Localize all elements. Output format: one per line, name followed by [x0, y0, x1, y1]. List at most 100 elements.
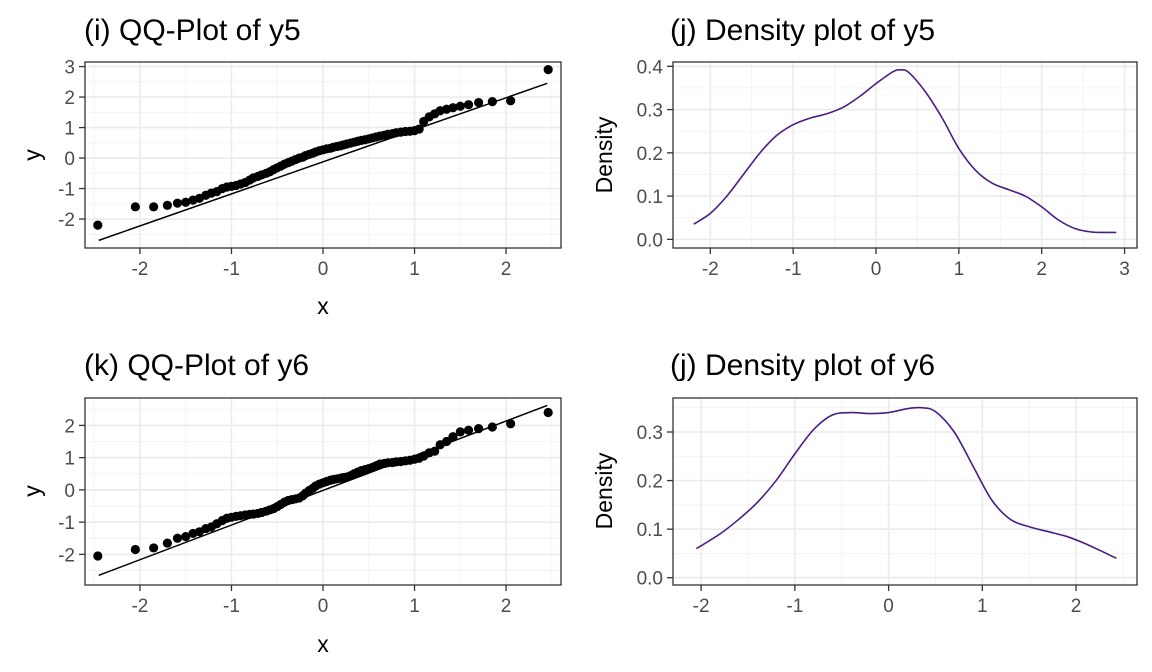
- y-axis-title: Density: [591, 116, 617, 193]
- qq-point: [448, 103, 458, 113]
- qq-point: [149, 543, 159, 553]
- y-tick-label: 0.3: [637, 423, 663, 444]
- y-tick-label: 0.2: [637, 472, 663, 493]
- qq-point: [463, 100, 474, 110]
- y-tick-label: -1: [58, 180, 75, 201]
- density-line: [696, 406, 1117, 560]
- panel-title: (k) QQ-Plot of y6: [84, 349, 309, 382]
- y-tick-label: 0.4: [637, 57, 664, 78]
- y-axis-ticks: 0.0 0.1 0.2 0.3: [637, 423, 673, 590]
- y-tick-label: 0.1: [637, 520, 663, 541]
- qq-point: [93, 220, 103, 230]
- panel-title: (i) QQ-Plot of y5: [84, 14, 301, 47]
- panel-density-y5: (j) Density plot of y5 -2 -1 0 1 2 3 0.00.10.…: [591, 14, 1138, 280]
- x-tick-label: 2: [501, 259, 512, 280]
- qq-point: [506, 419, 516, 429]
- x-tick-label: -2: [131, 596, 148, 617]
- qq-point: [506, 96, 516, 106]
- qq-point: [474, 97, 484, 108]
- x-tick-label: 0: [883, 596, 894, 617]
- y-tick-label: -2: [58, 210, 75, 231]
- x-tick-label: -1: [785, 259, 802, 280]
- y-tick-label: 0.2: [637, 144, 663, 165]
- y-tick-label: 3: [64, 58, 75, 79]
- qq-point: [455, 101, 465, 111]
- x-axis-title: x: [317, 631, 329, 657]
- qq-point: [162, 200, 172, 210]
- qq-point: [487, 97, 497, 107]
- x-tick-label: -1: [223, 259, 240, 280]
- qq-point: [543, 65, 553, 75]
- qq-point: [441, 436, 452, 447]
- qq-point: [130, 202, 140, 212]
- qq-point: [487, 422, 497, 432]
- y-axis-ticks: 0.0 0.1 0.2 0.3 0.4: [637, 57, 673, 251]
- qq-point: [448, 432, 458, 442]
- x-tick-label: 1: [977, 596, 988, 617]
- qq-point: [162, 538, 172, 548]
- x-tick-label: 3: [1119, 259, 1130, 280]
- qq-point: [463, 425, 474, 435]
- panel-title: (j) Density plot of y6: [670, 349, 935, 382]
- y-tick-label: 0.0: [637, 230, 663, 251]
- y-axis-ticks: -2 -1 0 1 2 3: [58, 58, 85, 231]
- x-tick-label: -2: [702, 259, 719, 280]
- qq-point: [455, 427, 465, 437]
- x-tick-label: 2: [1071, 596, 1082, 617]
- x-axis-ticks: -2 -1 0 1 2 3: [702, 248, 1130, 280]
- x-tick-label: 1: [954, 259, 965, 280]
- y-tick-label: 1: [64, 449, 75, 470]
- qq-points: [93, 65, 553, 230]
- y-tick-label: 0.3: [637, 101, 663, 122]
- y-axis-title: y: [19, 485, 45, 497]
- panel-qq-y5: (i) QQ-Plot of y5 -2 -1 0 1 2 -2 -1 0 1 2 3 x y: [19, 14, 562, 319]
- qq-point: [414, 124, 424, 134]
- x-axis-ticks: -2 -1 0 1 2: [131, 248, 511, 280]
- y-tick-label: 1: [64, 119, 75, 140]
- reference-line: [98, 404, 548, 577]
- x-tick-label: -2: [693, 596, 710, 617]
- x-tick-label: -2: [131, 259, 148, 280]
- x-tick-label: 0: [871, 259, 882, 280]
- density-curve: [696, 406, 1117, 560]
- qq-point: [130, 544, 140, 555]
- y-axis-ticks: -2 -1 0 1 2: [58, 416, 85, 566]
- reference-line: [98, 82, 548, 242]
- y-tick-label: 2: [64, 88, 75, 109]
- qq-point: [149, 202, 159, 212]
- grid: [85, 62, 561, 248]
- y-tick-label: 0.1: [637, 187, 663, 208]
- y-tick-label: 0: [64, 481, 75, 502]
- qq-point: [181, 197, 191, 207]
- qq-point: [93, 551, 103, 561]
- qq-point: [172, 198, 183, 208]
- y-tick-label: -2: [58, 545, 75, 566]
- panel-title: (j) Density plot of y5: [670, 14, 935, 47]
- qq-reference-line: [98, 82, 548, 242]
- qq-point: [543, 407, 553, 418]
- plot-frame: [672, 61, 1138, 249]
- x-tick-label: 1: [409, 596, 420, 617]
- x-tick-label: 2: [501, 596, 512, 617]
- grid: [673, 398, 1137, 585]
- x-tick-label: 0: [318, 259, 329, 280]
- panel-density-y6: (j) Density plot of y6 -2 -1 0 1 2 0.0 0.1 0.2…: [591, 349, 1138, 617]
- y-tick-label: 0: [64, 149, 75, 170]
- panel-qq-y6: (k) QQ-Plot of y6 -2 -1 0 1 2 -2 -1 0 1 2 x y: [19, 349, 562, 657]
- x-tick-label: 0: [318, 596, 329, 617]
- x-tick-label: 2: [1036, 259, 1047, 280]
- x-tick-label: 1: [409, 259, 420, 280]
- x-tick-label: -1: [786, 596, 803, 617]
- qq-point: [474, 424, 484, 434]
- qq-points: [93, 407, 553, 561]
- plot-frame: [672, 397, 1138, 586]
- x-tick-label: -1: [223, 596, 240, 617]
- qq-point: [430, 446, 440, 456]
- x-axis-ticks: -2 -1 0 1 2: [131, 585, 511, 617]
- x-axis-title: x: [317, 293, 329, 319]
- y-axis-title: y: [19, 149, 45, 161]
- y-tick-label: 2: [64, 416, 75, 437]
- grid: [673, 62, 1137, 248]
- density-curve: [693, 68, 1117, 234]
